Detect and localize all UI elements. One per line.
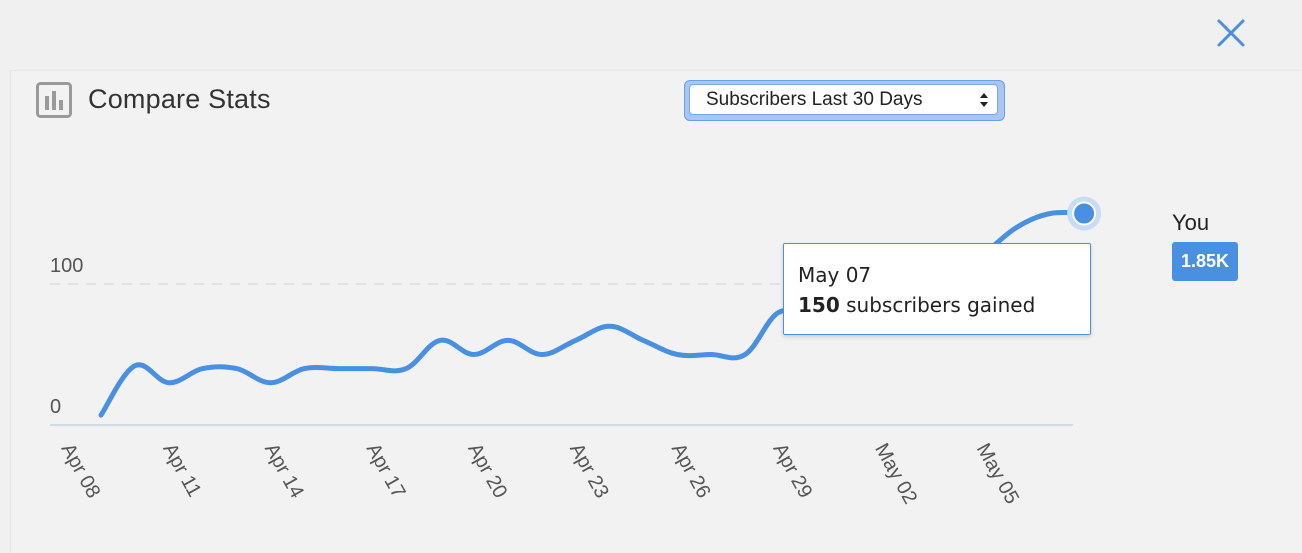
tooltip-count: 150: [798, 293, 840, 317]
page-title: Compare Stats: [88, 84, 271, 114]
tooltip-suffix: subscribers gained: [839, 293, 1036, 317]
y-tick-label: 100: [50, 255, 83, 277]
stats-select[interactable]: Subscribers Last 30 Days: [689, 84, 998, 115]
stats-select-value: Subscribers Last 30 Days: [706, 89, 923, 110]
close-button[interactable]: [1210, 8, 1250, 48]
data-point[interactable]: [1072, 201, 1097, 226]
x-tick-label: Apr 29: [769, 440, 817, 502]
chart-tooltip: May 07 150 subscribers gained: [783, 243, 1091, 335]
bar-chart-icon: [36, 82, 72, 118]
chart-points: [1067, 196, 1102, 231]
x-tick-label: May 05: [972, 440, 1023, 508]
stats-select-focus-ring: Subscribers Last 30 Days: [684, 80, 1005, 121]
close-icon: [1217, 19, 1245, 47]
legend-series-name: You: [1172, 210, 1210, 235]
legend-total-badge: 1.85K: [1172, 242, 1238, 281]
x-tick-label: May 02: [870, 440, 921, 508]
x-tick-label: Apr 23: [565, 440, 613, 502]
select-arrows-icon: [980, 93, 988, 107]
tooltip-date: May 07: [798, 263, 872, 287]
x-tick-label: Apr 11: [158, 440, 205, 501]
x-axis-labels: Apr 08 Apr 11 Apr 14 Apr 17 Apr 20 Apr 23 Apr …: [57, 440, 1023, 508]
x-tick-label: Apr 08: [57, 440, 105, 502]
x-tick-label: Apr 26: [667, 440, 715, 502]
tooltip-value: 150 subscribers gained: [798, 293, 1035, 317]
x-tick-label: Apr 17: [362, 440, 410, 502]
y-tick-label: 0: [50, 396, 61, 418]
x-tick-label: Apr 14: [260, 440, 308, 502]
x-tick-label: Apr 20: [463, 440, 511, 502]
